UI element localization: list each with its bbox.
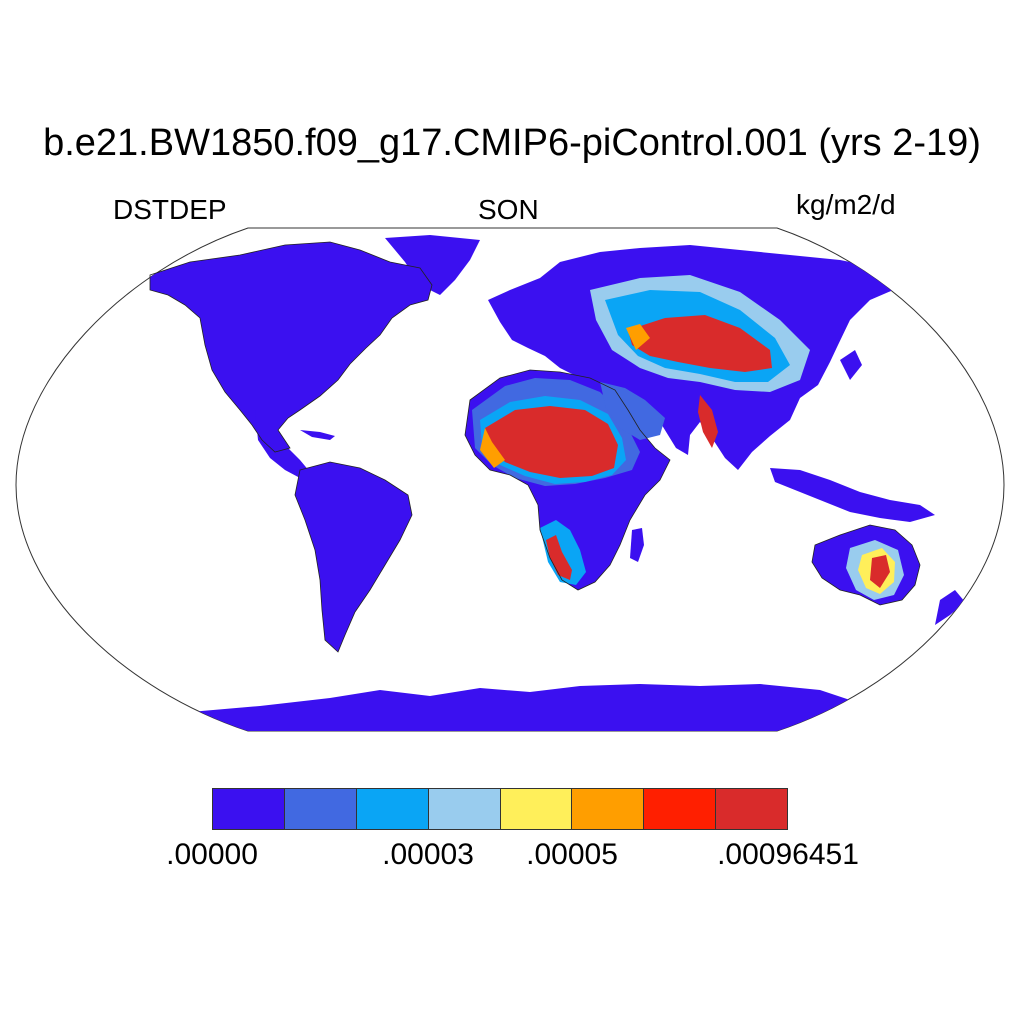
colorbar-box — [428, 789, 501, 829]
madagascar-land — [630, 528, 644, 562]
colorbar-label: .00096451 — [717, 838, 859, 871]
colorbar-box — [500, 789, 573, 829]
sahara-red-zone — [485, 406, 618, 478]
colorbar-label: .00005 — [526, 838, 618, 871]
new-zealand-land — [935, 590, 965, 625]
units-label: kg/m2/d — [796, 189, 896, 220]
india-red-strip — [698, 395, 718, 448]
antarctica-land — [190, 684, 900, 731]
figure-title: b.e21.BW1850.f09_g17.CMIP6-piControl.001… — [43, 122, 981, 164]
colorbar-label: .00003 — [382, 838, 474, 871]
colorbar-box — [716, 789, 787, 829]
sahara-orange-edge — [480, 428, 505, 468]
japan-land — [840, 350, 862, 380]
central-asia-orange-edge — [626, 324, 650, 350]
coastlines — [149, 241, 921, 653]
arabia-blue-zone — [600, 382, 665, 440]
south-america-land — [295, 462, 412, 652]
greenland-land — [385, 235, 480, 295]
north-america-land — [150, 242, 432, 452]
south-africa-cyan-zone — [540, 520, 586, 585]
variable-label: DSTDEP — [113, 194, 227, 225]
colorbar-box — [644, 789, 717, 829]
colorbar-box — [356, 789, 429, 829]
central-asia-red-zone — [628, 315, 772, 372]
south-africa-red-zone — [546, 535, 572, 580]
southeast-asia-islands-land — [770, 468, 935, 522]
colorbar-box — [284, 789, 357, 829]
colorbar — [212, 788, 788, 830]
caribbean-land — [300, 430, 335, 440]
land-layer — [150, 235, 965, 731]
colorbar-label: .00000 — [166, 838, 258, 871]
australia-red-zone — [870, 555, 890, 588]
season-label: SON — [478, 194, 539, 225]
colorbar-box — [213, 789, 285, 829]
colorbar-box — [572, 789, 645, 829]
central-america-land — [255, 410, 310, 478]
